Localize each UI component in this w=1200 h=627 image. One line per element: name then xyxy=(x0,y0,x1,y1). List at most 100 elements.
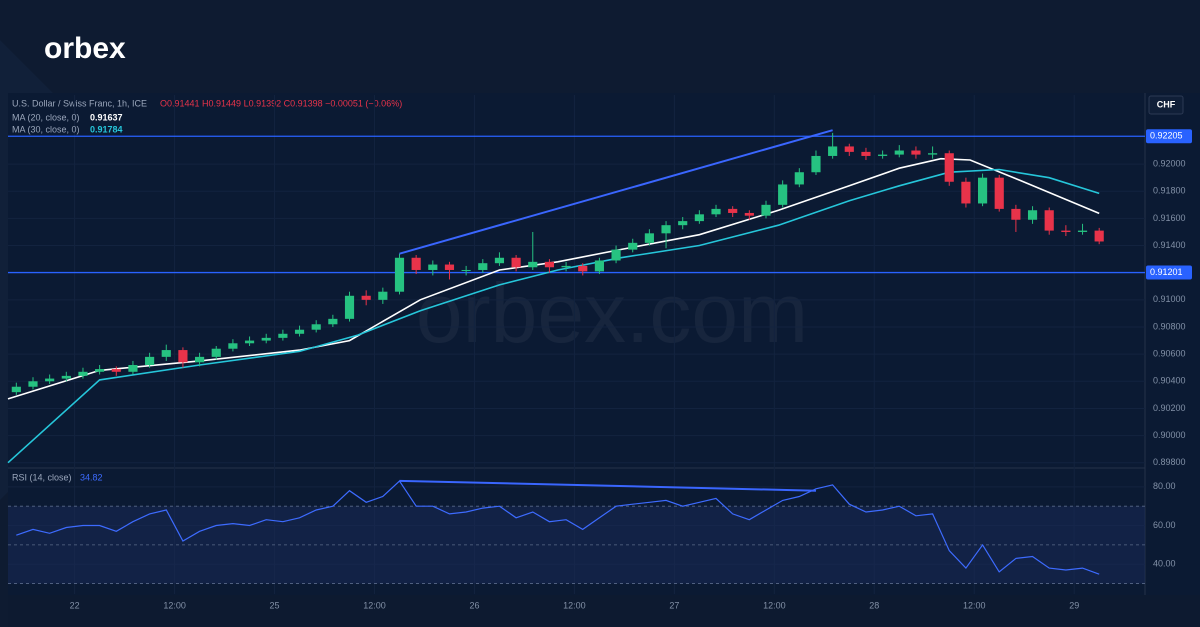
candle-body xyxy=(761,204,771,216)
legend-name: MA (20, close, 0) xyxy=(12,112,80,122)
candle-body xyxy=(111,369,121,372)
candle-body xyxy=(378,291,388,300)
rsi-title: RSI (14, close) xyxy=(12,472,72,482)
y-tick-label: 0.91800 xyxy=(1153,186,1186,196)
candle-body xyxy=(778,184,788,205)
candle-body xyxy=(328,318,338,325)
candle-body xyxy=(28,381,38,387)
candle-body xyxy=(894,150,904,155)
candle-body xyxy=(528,261,538,268)
candle-body xyxy=(211,348,221,357)
candle-body xyxy=(828,146,838,156)
level-label: 0.92205 xyxy=(1150,131,1183,141)
y-tick-label: 0.90000 xyxy=(1153,430,1186,440)
x-tick-label: 12:00 xyxy=(363,600,386,610)
candle-body xyxy=(694,214,704,222)
candle-body xyxy=(961,181,971,204)
legend-value: 0.91637 xyxy=(90,112,123,122)
candle-body xyxy=(95,369,105,372)
candle-body xyxy=(594,260,604,272)
x-tick-label: 26 xyxy=(469,600,479,610)
candle-body xyxy=(1077,230,1088,232)
candle-body xyxy=(461,269,471,271)
candle-body xyxy=(1027,210,1038,220)
candle-body xyxy=(361,295,371,300)
y-tick-label: 0.90200 xyxy=(1153,403,1186,413)
candle-body xyxy=(811,155,821,173)
currency-box xyxy=(1148,95,1184,115)
quote: O0.91441 H0.91449 L0.91392 C0.91398 −0.0… xyxy=(160,98,402,108)
y-tick-label: 0.91400 xyxy=(1153,240,1186,250)
candle-body xyxy=(1044,210,1054,231)
x-tick-label: 12:00 xyxy=(163,600,186,610)
y-tick-label: 0.90600 xyxy=(1153,349,1186,359)
candle-body xyxy=(1011,208,1021,220)
candle-body xyxy=(428,264,438,270)
level-label: 0.91201 xyxy=(1150,267,1183,277)
x-tick-label: 12:00 xyxy=(563,600,586,610)
x-tick-label: 25 xyxy=(270,600,280,610)
candle-body xyxy=(678,221,688,226)
rsi-value: 34.82 xyxy=(80,472,103,482)
level-tag xyxy=(1146,265,1192,280)
candle-body xyxy=(944,153,954,182)
y-tick-label: 0.89800 xyxy=(1153,457,1186,467)
time-axis xyxy=(8,595,1200,627)
candle-body xyxy=(195,356,205,363)
candle-body xyxy=(1061,230,1071,232)
candle-body xyxy=(228,343,238,349)
candle-body xyxy=(511,257,521,268)
trend-line xyxy=(399,129,833,255)
price-axis xyxy=(1145,93,1200,595)
candle-body xyxy=(861,151,871,156)
y-tick-label: 80.00 xyxy=(1153,481,1176,491)
candle-body xyxy=(261,337,271,341)
y-tick-label: 0.90400 xyxy=(1153,376,1186,386)
candle-body xyxy=(744,212,754,216)
candle-body xyxy=(78,371,88,376)
candle-body xyxy=(145,356,155,366)
candle-body xyxy=(911,150,921,155)
currency: CHF xyxy=(1157,99,1176,109)
candle-body xyxy=(1094,230,1104,242)
y-tick-label: 40.00 xyxy=(1153,559,1176,569)
y-tick-label: 0.91600 xyxy=(1153,213,1186,223)
symbol-title: U.S. Dollar / Swiss Franc, 1h, ICE xyxy=(12,98,147,108)
candle-body xyxy=(994,177,1004,209)
level-tag xyxy=(1146,129,1192,144)
candle-body xyxy=(411,257,421,270)
candle-body xyxy=(661,225,671,234)
y-tick-label: 0.90800 xyxy=(1153,321,1186,331)
x-tick-label: 27 xyxy=(669,600,679,610)
watermark: orbex.com xyxy=(416,266,808,360)
candle-body xyxy=(11,386,21,393)
candle-body xyxy=(628,242,638,250)
trend-line xyxy=(399,479,817,492)
candle-body xyxy=(928,153,938,155)
candle-body xyxy=(128,365,138,372)
x-tick-label: 28 xyxy=(869,600,879,610)
candle-body xyxy=(644,233,654,243)
candle-body xyxy=(394,257,405,292)
candle-body xyxy=(244,340,255,344)
candle-body xyxy=(728,208,738,213)
legend-value: 0.91784 xyxy=(90,124,123,134)
candle-body xyxy=(578,265,588,272)
candle-body xyxy=(561,265,571,268)
candle-body xyxy=(444,264,455,270)
candle-body xyxy=(61,375,71,379)
candle-body xyxy=(844,146,854,152)
y-tick-label: 0.91000 xyxy=(1153,294,1186,304)
rsi-line xyxy=(16,480,1100,575)
candle-body xyxy=(478,263,488,270)
candle-body xyxy=(344,295,355,319)
candle-body xyxy=(294,329,305,334)
candle-body xyxy=(611,249,621,261)
candle-body xyxy=(878,154,888,156)
y-tick-label: 60.00 xyxy=(1153,520,1176,530)
legend-name: MA (30, close, 0) xyxy=(12,124,80,134)
candle-body xyxy=(494,257,505,264)
rsi-band xyxy=(8,506,1145,584)
x-tick-label: 22 xyxy=(70,600,80,610)
